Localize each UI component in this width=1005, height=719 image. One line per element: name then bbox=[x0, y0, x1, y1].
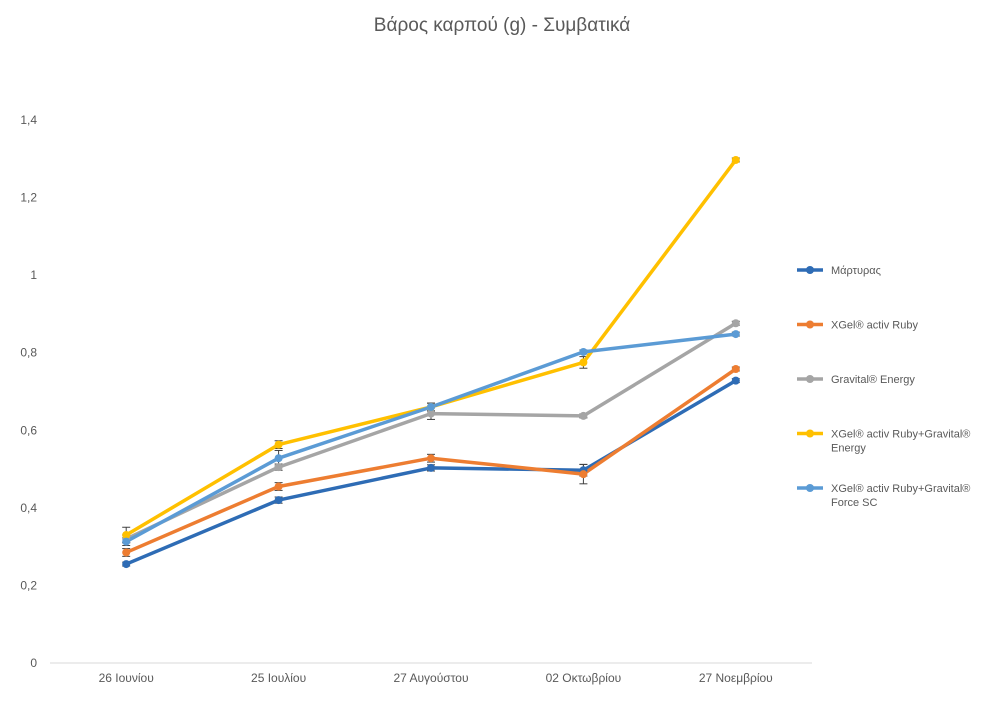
data-point bbox=[427, 403, 435, 412]
data-point bbox=[731, 365, 740, 374]
data-point bbox=[579, 358, 588, 367]
y-tick-label: 1,4 bbox=[20, 113, 37, 127]
y-tick-label: 1 bbox=[30, 268, 37, 282]
legend-item: Μάρτυρας bbox=[797, 265, 881, 277]
data-point bbox=[731, 155, 740, 164]
series-points bbox=[122, 155, 740, 569]
data-point bbox=[274, 440, 283, 449]
data-point bbox=[427, 454, 435, 463]
legend-item: Gravital® Energy bbox=[797, 374, 915, 386]
data-point bbox=[122, 560, 131, 569]
data-point bbox=[274, 496, 283, 505]
y-axis-ticks: 0 0,2 0,4 0,6 0,8 1 1,2 1,4 bbox=[20, 113, 37, 670]
legend-swatch-marker bbox=[806, 266, 814, 274]
data-point bbox=[274, 482, 283, 491]
x-tick-label: 27 Νοεμβρίου bbox=[699, 671, 773, 685]
x-tick-label: 27 Αυγούστου bbox=[393, 671, 468, 685]
y-tick-label: 0,6 bbox=[20, 423, 37, 437]
x-tick-label: 02 Οκτωβρίου bbox=[546, 671, 622, 685]
series-lines bbox=[124, 158, 738, 566]
legend: Μάρτυρας XGel® activ Ruby Gravital® Energy… bbox=[797, 265, 970, 509]
x-tick-label: 25 Ιουλίου bbox=[251, 671, 306, 685]
legend-swatch-marker bbox=[806, 484, 814, 492]
data-point bbox=[122, 548, 131, 557]
data-point bbox=[579, 411, 588, 420]
y-tick-label: 0,4 bbox=[20, 501, 37, 515]
y-tick-label: 0,8 bbox=[20, 346, 37, 360]
legend-swatch-marker bbox=[806, 320, 814, 329]
data-point bbox=[427, 463, 435, 472]
data-point bbox=[579, 470, 588, 479]
legend-swatch-marker bbox=[806, 375, 814, 383]
data-point bbox=[731, 319, 740, 328]
y-tick-label: 0 bbox=[30, 656, 37, 670]
series-line-4 bbox=[124, 332, 738, 544]
data-point bbox=[274, 463, 283, 472]
error-bars bbox=[122, 157, 740, 567]
y-tick-label: 1,2 bbox=[20, 191, 37, 205]
legend-label: XGel® activ Ruby+Gravital® Force SC bbox=[831, 483, 970, 509]
legend-swatch-marker bbox=[806, 429, 814, 438]
data-point bbox=[731, 330, 740, 339]
x-tick-label: 26 Ιουνίου bbox=[99, 671, 154, 685]
data-point bbox=[274, 454, 283, 463]
data-point bbox=[122, 537, 131, 546]
data-point bbox=[579, 347, 588, 356]
series-line-3 bbox=[124, 158, 738, 537]
chart-title: Βάρος καρπού (g) - Συμβατικά bbox=[374, 15, 630, 36]
legend-label: Gravital® Energy bbox=[831, 374, 915, 386]
legend-item: XGel® activ Ruby bbox=[797, 320, 918, 332]
y-tick-label: 0,2 bbox=[20, 578, 37, 592]
x-axis-ticks: 26 Ιουνίου 25 Ιουλίου 27 Αυγούστου 02 Οκτωβ… bbox=[99, 671, 773, 685]
data-point bbox=[122, 531, 131, 540]
legend-label: XGel® activ Ruby+Gravital® Energy bbox=[831, 429, 970, 455]
legend-label: Μάρτυρας bbox=[831, 265, 881, 277]
legend-item: XGel® activ Ruby+Gravital® Energy bbox=[797, 429, 970, 455]
legend-label: XGel® activ Ruby bbox=[831, 320, 918, 332]
data-point bbox=[731, 376, 740, 385]
data-point bbox=[427, 409, 435, 418]
legend-item: XGel® activ Ruby+Gravital® Force SC bbox=[797, 483, 970, 509]
